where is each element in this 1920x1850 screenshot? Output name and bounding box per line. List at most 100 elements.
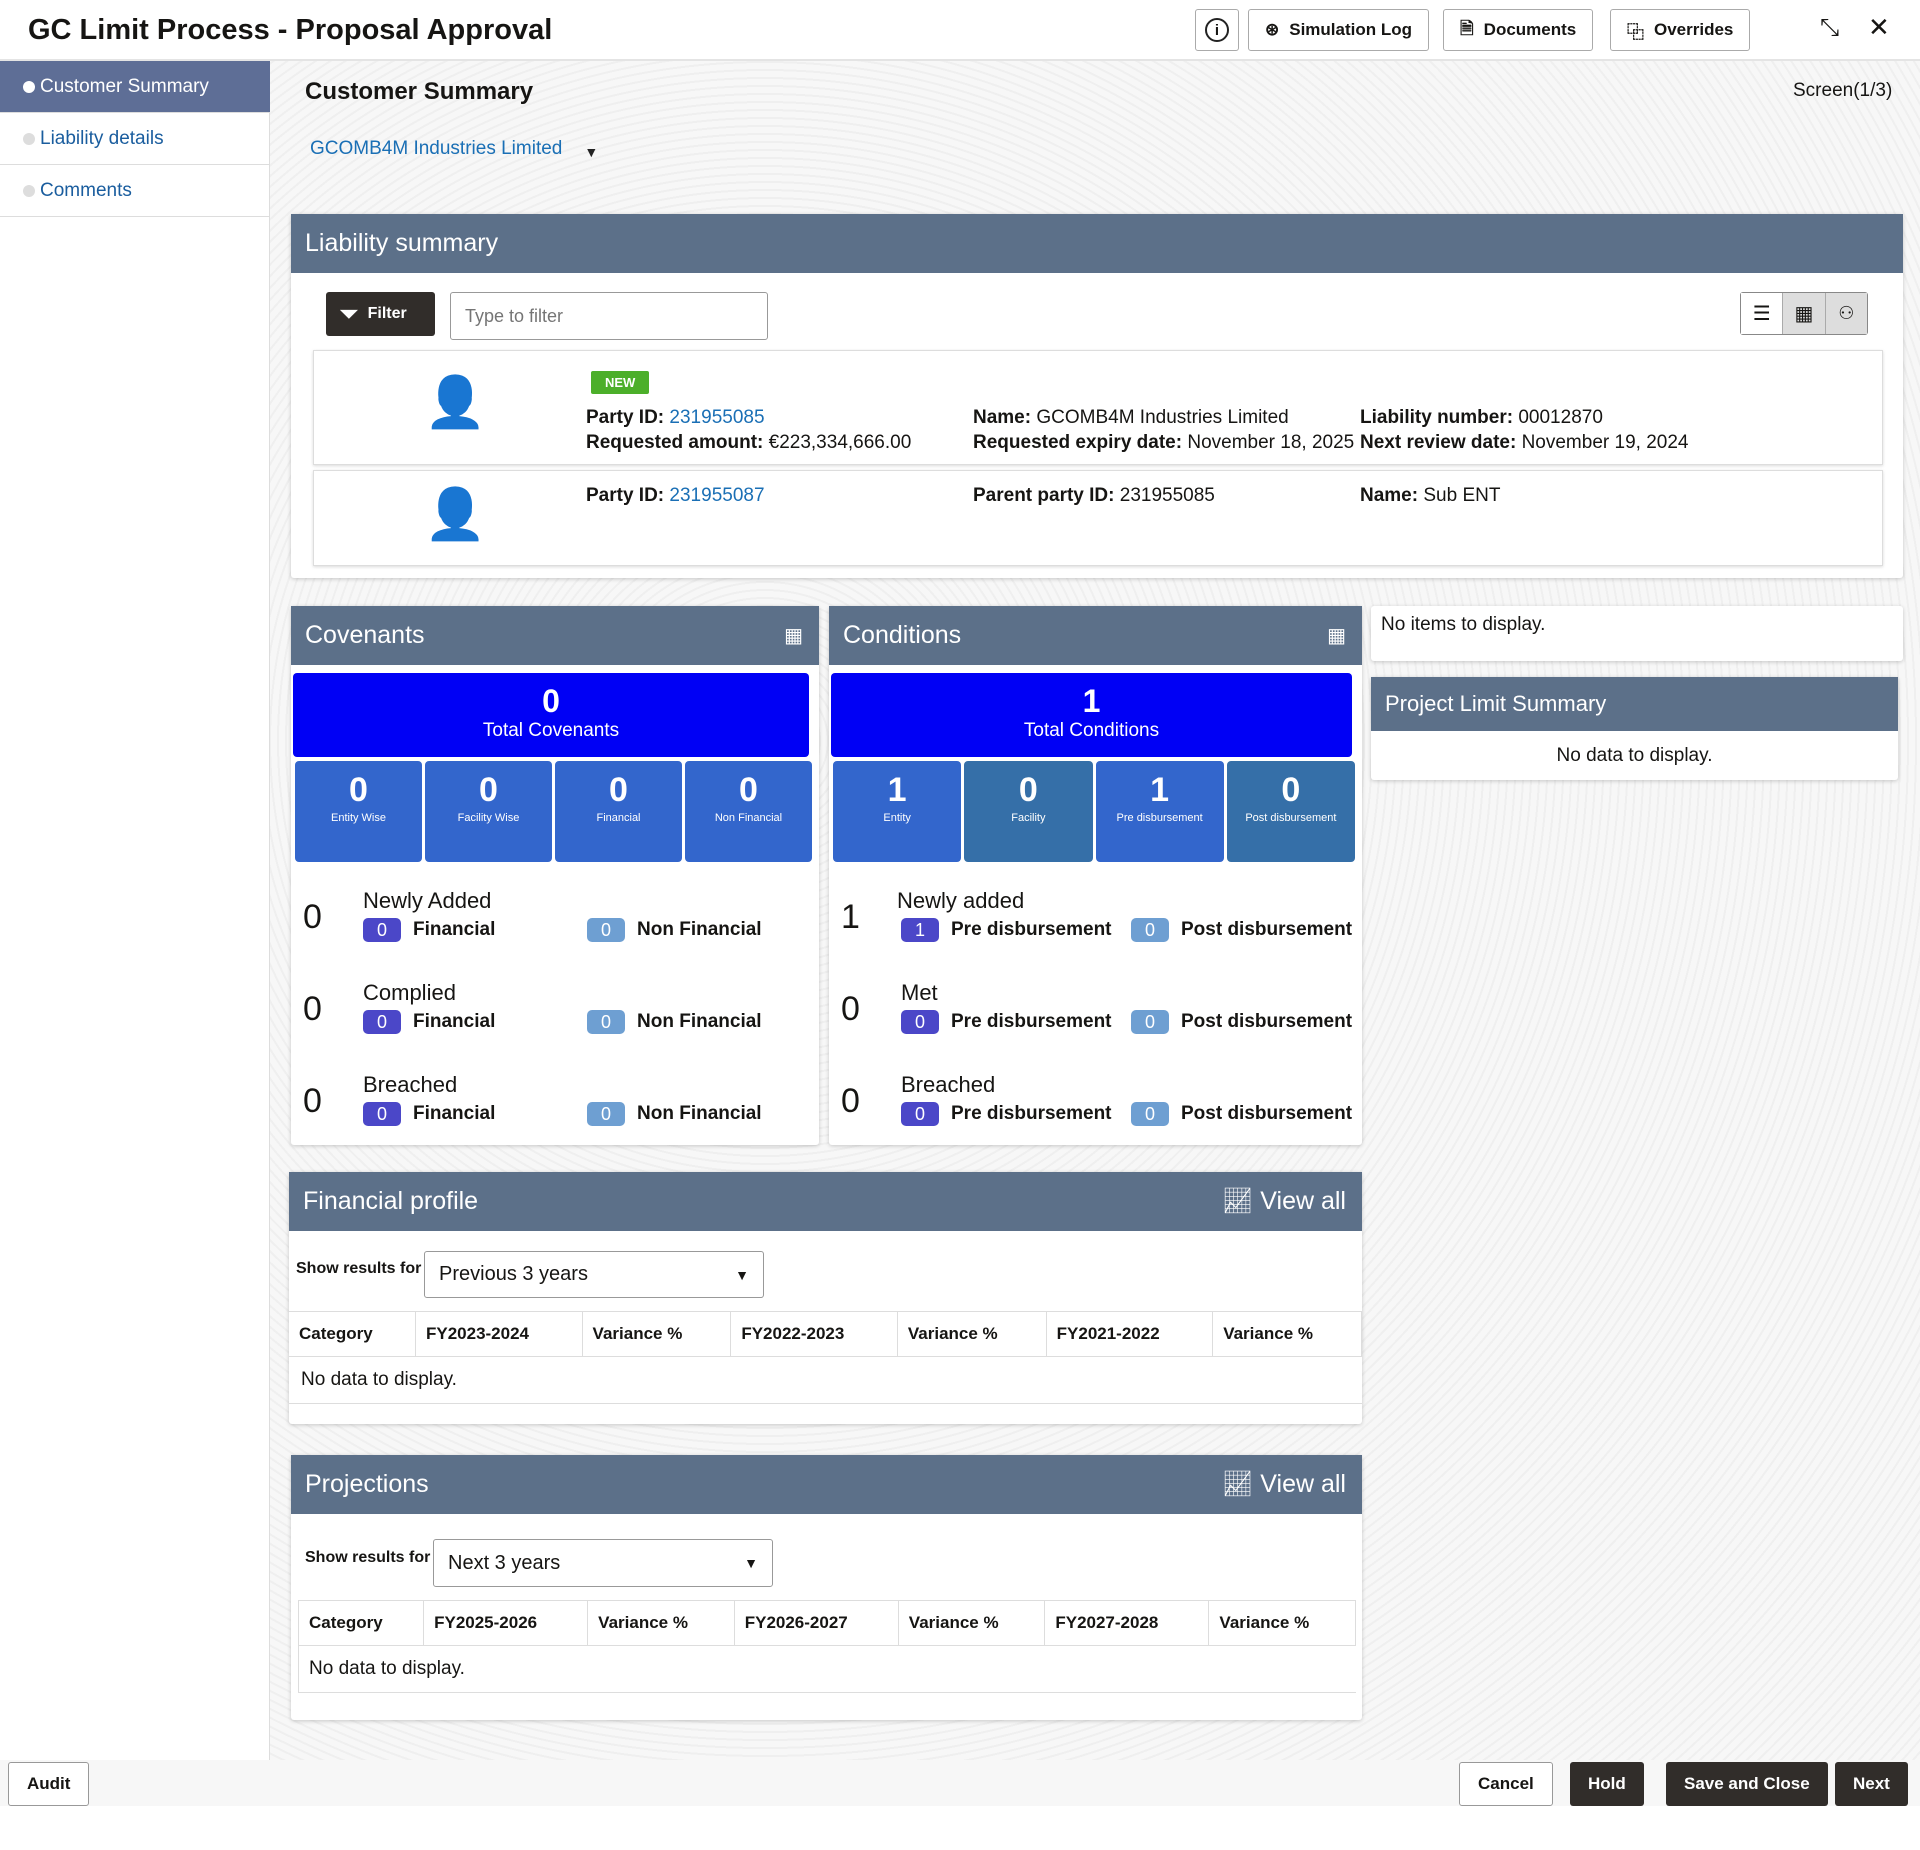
sidebar-item-comments[interactable]: Comments bbox=[0, 165, 270, 217]
sidebar-item-label: Liability details bbox=[40, 127, 164, 149]
count-badge: 0 bbox=[901, 1010, 939, 1034]
count-tile[interactable]: 0 Post disbursement bbox=[1226, 761, 1355, 862]
customer-name: GCOMB4M Industries Limited bbox=[310, 138, 563, 159]
chevron-down-icon: ▼ bbox=[584, 144, 599, 160]
simulation-log-button[interactable]: ⊛ Simulation Log bbox=[1248, 9, 1430, 51]
view-all-label: View all bbox=[1260, 1470, 1346, 1498]
view-all-link[interactable]: 📈︎ View all bbox=[1222, 1470, 1346, 1499]
sidebar-item-customer-summary[interactable]: Customer Summary bbox=[0, 61, 270, 113]
column-header[interactable]: Variance % bbox=[582, 1311, 732, 1357]
hierarchy-view-icon[interactable]: ⚇ bbox=[1824, 293, 1867, 334]
filter-button[interactable]: ⏷ Filter bbox=[326, 292, 435, 336]
count-tile[interactable]: 0 Facility bbox=[964, 761, 1093, 862]
badge-label: Pre disbursement bbox=[951, 1011, 1112, 1032]
column-header[interactable]: Variance % bbox=[1212, 1311, 1362, 1357]
panel-title: Liability summary bbox=[305, 229, 499, 257]
hold-button[interactable]: Hold bbox=[1570, 1762, 1644, 1806]
party-name: GCOMB4M Industries Limited bbox=[1036, 407, 1289, 428]
projections-table: Category FY2025-2026 Variance % FY2026-2027… bbox=[298, 1600, 1356, 1693]
filter-input[interactable] bbox=[450, 292, 768, 340]
badge-label: Pre disbursement bbox=[951, 919, 1112, 940]
info-button[interactable]: i bbox=[1195, 9, 1239, 51]
status-label: Breached bbox=[901, 1072, 996, 1097]
project-limit-summary-panel: Project Limit Summary No data to display… bbox=[1371, 677, 1898, 780]
view-all-label: View all bbox=[1260, 1187, 1346, 1215]
party-id-link[interactable]: 231955085 bbox=[669, 407, 765, 428]
tile-count: 0 bbox=[739, 771, 758, 809]
column-header[interactable]: FY2026-2027 bbox=[734, 1600, 899, 1646]
column-header[interactable]: FY2022-2023 bbox=[730, 1311, 898, 1357]
panel-header: Covenants ▦ bbox=[291, 606, 819, 665]
label: Next review date: bbox=[1360, 432, 1517, 453]
label: Name: bbox=[1360, 485, 1419, 506]
column-header[interactable]: Variance % bbox=[898, 1600, 1046, 1646]
count-tile[interactable]: 0 Entity Wise bbox=[295, 761, 422, 862]
status-row: 0 Met 0 Pre disbursement 0 Post disbursemen… bbox=[841, 980, 1354, 1050]
panel-title: Projections bbox=[305, 1470, 429, 1498]
party-id-link[interactable]: 231955087 bbox=[669, 485, 765, 506]
table-view-icon[interactable]: ▦ bbox=[1782, 293, 1825, 334]
badge-label: Financial bbox=[413, 1011, 496, 1032]
period-value: Previous 3 years bbox=[439, 1263, 588, 1285]
count-badge: 0 bbox=[901, 1102, 939, 1126]
overrides-button[interactable]: ⿻ Overrides bbox=[1610, 9, 1751, 51]
tile-label: Entity bbox=[883, 812, 911, 824]
audit-button[interactable]: Audit bbox=[8, 1762, 90, 1806]
cancel-button[interactable]: Cancel bbox=[1459, 1762, 1553, 1806]
requested-amount: €223,334,666.00 bbox=[768, 432, 912, 453]
review-date: November 19, 2024 bbox=[1521, 432, 1689, 453]
total-count: 0 bbox=[542, 683, 560, 719]
column-header[interactable]: Category bbox=[289, 1311, 416, 1357]
count-badge: 0 bbox=[363, 918, 401, 942]
next-button[interactable]: Next bbox=[1835, 1762, 1908, 1806]
total-summary[interactable]: 0 Total Covenants bbox=[293, 673, 809, 757]
financial-profile-panel: Financial profile 📈︎ View all Show result… bbox=[289, 1172, 1362, 1424]
name-details: Name: GCOMB4M Industries Limited Request… bbox=[973, 405, 1354, 455]
status-row: 1 Newly added 1 Pre disbursement 0 Post dis… bbox=[841, 888, 1354, 958]
column-header[interactable]: FY2025-2026 bbox=[423, 1600, 589, 1646]
panel-title: Financial profile bbox=[303, 1187, 479, 1215]
count-badge: 1 bbox=[901, 918, 939, 942]
count-tile[interactable]: 1 Pre disbursement bbox=[1095, 761, 1224, 862]
liability-card[interactable]: 👤 NEW Party ID: 231955085 Requested amou… bbox=[313, 350, 1883, 465]
panel-title: Covenants bbox=[305, 621, 425, 649]
status-row: 0 Complied 0 Financial 0 Non Financial bbox=[303, 980, 811, 1050]
grid-icon[interactable]: ▦ bbox=[784, 625, 803, 647]
column-header[interactable]: FY2021-2022 bbox=[1046, 1311, 1214, 1357]
chart-icon: 📈︎ bbox=[1221, 1470, 1254, 1498]
column-header[interactable]: Variance % bbox=[587, 1600, 735, 1646]
close-icon[interactable]: ✕ bbox=[1868, 12, 1890, 42]
status-row: 0 Newly Added 0 Financial 0 Non Financial bbox=[303, 888, 811, 958]
top-bar: GC Limit Process - Proposal Approval i ⊛… bbox=[0, 0, 1920, 61]
liability-card[interactable]: 👤 Party ID: 231955087 Parent party ID: 2… bbox=[313, 470, 1883, 566]
documents-button[interactable]: 🗎 Documents bbox=[1443, 9, 1594, 51]
save-close-button[interactable]: Save and Close bbox=[1666, 1762, 1828, 1806]
conditions-panel: Conditions ▦ 1 Total Conditions 1 Entity 0 Faci… bbox=[829, 606, 1362, 1145]
status-label: Newly added bbox=[897, 888, 1025, 913]
count-tile[interactable]: 0 Facility Wise bbox=[425, 761, 552, 862]
column-header[interactable]: FY2027-2028 bbox=[1044, 1600, 1210, 1646]
column-header[interactable]: FY2023-2024 bbox=[415, 1311, 583, 1357]
panel-title: Conditions bbox=[843, 621, 962, 649]
sidebar-item-liability-details[interactable]: Liability details bbox=[0, 113, 270, 165]
view-all-link[interactable]: 📈︎ View all bbox=[1222, 1187, 1346, 1216]
total-summary[interactable]: 1 Total Conditions bbox=[831, 673, 1352, 757]
collapse-icon[interactable]: ⤡ bbox=[1820, 14, 1840, 41]
column-header[interactable]: Category bbox=[299, 1600, 425, 1646]
count-tile[interactable]: 0 Financial bbox=[555, 761, 682, 862]
app-title: GC Limit Process - Proposal Approval bbox=[28, 14, 553, 46]
show-results-label: Show results for bbox=[305, 1549, 431, 1566]
count-tile[interactable]: 0 Non Financial bbox=[685, 761, 812, 862]
customer-dropdown[interactable]: GCOMB4M Industries Limited ▼ bbox=[310, 138, 598, 160]
list-view-icon[interactable]: ☰ bbox=[1741, 293, 1783, 334]
count-tile[interactable]: 1 Entity bbox=[833, 761, 962, 862]
period-select[interactable]: Previous 3 years ▼ bbox=[424, 1251, 764, 1298]
column-header[interactable]: Variance % bbox=[1208, 1600, 1356, 1646]
column-header[interactable]: Variance % bbox=[897, 1311, 1047, 1357]
info-icon: i bbox=[1205, 18, 1229, 42]
empty-message: No data to display. bbox=[289, 1357, 1362, 1404]
sidebar-item-label: Comments bbox=[40, 179, 132, 201]
grid-icon[interactable]: ▦ bbox=[1327, 625, 1346, 647]
period-select[interactable]: Next 3 years ▼ bbox=[433, 1539, 773, 1587]
badge-label: Pre disbursement bbox=[951, 1103, 1112, 1124]
